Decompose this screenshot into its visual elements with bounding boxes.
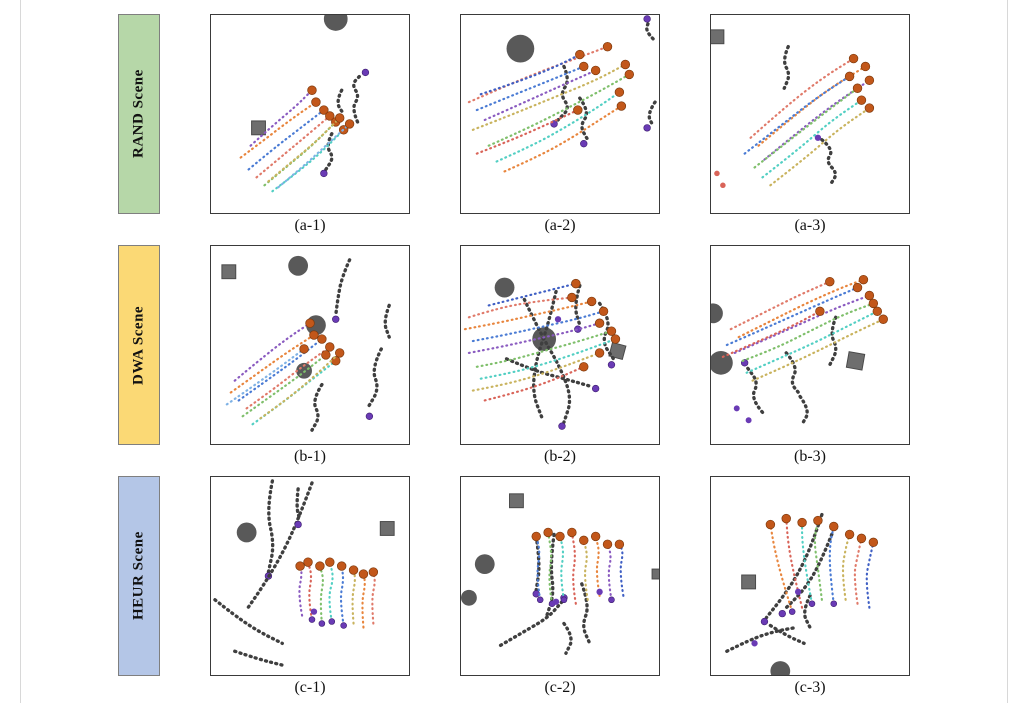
panel-caption-b-1: (b-1): [294, 448, 326, 465]
page-left-edge: [20, 0, 21, 703]
row-label-rand-scene: RAND Scene: [118, 14, 160, 214]
trajectory-plot-c-3: [710, 476, 910, 676]
trajectory-plot-c-2: [460, 476, 660, 676]
panel-c-2: (c-2): [460, 476, 660, 699]
panel-a-1: (a-1): [210, 14, 410, 237]
panel-b-3: (b-3): [710, 245, 910, 468]
panel-b-1: (b-1): [210, 245, 410, 468]
trajectory-plot-b-2: [460, 245, 660, 445]
panel-c-3: (c-3): [710, 476, 910, 699]
panel-caption-b-3: (b-3): [794, 448, 826, 465]
panel-b-2: (b-2): [460, 245, 660, 468]
panel-caption-c-2: (c-2): [544, 679, 576, 696]
panel-caption-b-2: (b-2): [544, 448, 576, 465]
panel-a-2: (a-2): [460, 14, 660, 237]
trajectory-plot-b-3: [710, 245, 910, 445]
trajectory-plot-a-1: [210, 14, 410, 214]
panel-a-3: (a-3): [710, 14, 910, 237]
panel-caption-a-1: (a-1): [294, 217, 326, 234]
trajectory-plot-a-2: [460, 14, 660, 214]
trajectory-plot-b-1: [210, 245, 410, 445]
trajectory-plot-c-1: [210, 476, 410, 676]
panel-c-1: (c-1): [210, 476, 410, 699]
trajectory-plot-a-3: [710, 14, 910, 214]
panel-caption-c-1: (c-1): [294, 679, 326, 696]
row-label-heur-scene: HEUR Scene: [118, 476, 160, 676]
row-label-dwa-scene: DWA Scene: [118, 245, 160, 445]
panel-caption-c-3: (c-3): [794, 679, 826, 696]
panel-caption-a-3: (a-3): [794, 217, 826, 234]
panel-caption-a-2: (a-2): [544, 217, 576, 234]
page-right-edge: [1007, 0, 1008, 703]
